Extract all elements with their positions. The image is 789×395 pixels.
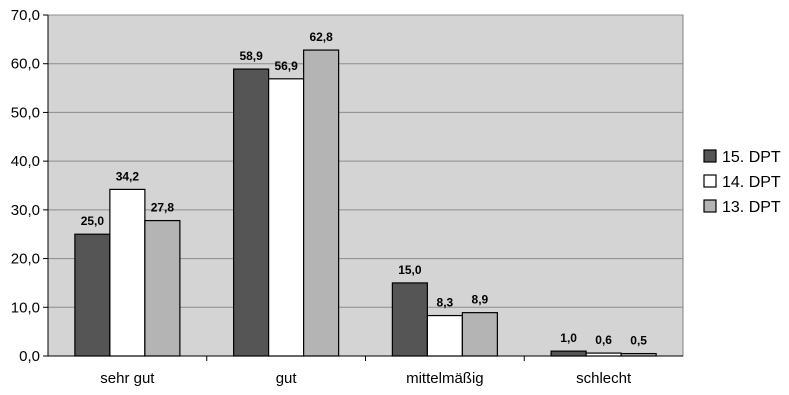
data-label: 0,5 [630, 334, 647, 348]
bar [144, 219, 181, 357]
bar [585, 352, 622, 357]
data-label: 25,0 [81, 214, 105, 228]
legend-label: 14. DPT [722, 174, 781, 191]
data-label: 34,2 [116, 169, 140, 183]
legend-swatch [703, 149, 717, 163]
y-tick-label: 30,0 [11, 202, 40, 219]
y-tick-label: 40,0 [11, 153, 40, 170]
bar [461, 312, 498, 357]
data-label: 8,9 [472, 293, 489, 307]
category-label: mittelmäßig [406, 370, 484, 387]
category-label: schlecht [576, 370, 632, 387]
bar [426, 314, 463, 357]
bar [550, 350, 587, 357]
bar [391, 282, 428, 357]
y-tick-label: 20,0 [11, 251, 40, 268]
legend-swatch [703, 174, 717, 188]
data-label: 1,0 [560, 331, 577, 345]
legend-label: 15. DPT [722, 149, 781, 166]
data-label: 58,9 [239, 49, 263, 63]
legend-label: 13. DPT [722, 199, 781, 216]
data-label: 62,8 [309, 30, 333, 44]
legend-swatch [703, 199, 717, 213]
data-label: 56,9 [274, 59, 298, 73]
data-label: 8,3 [437, 296, 454, 310]
plot-area: 0,0 10,0 20,0 30,0 40,0 50,0 60,0 70,0 25,0 34,2 2… [11, 7, 684, 387]
bar [303, 49, 340, 357]
data-label: 15,0 [398, 263, 422, 277]
bar [74, 233, 111, 357]
data-label: 27,8 [151, 201, 175, 215]
y-tick-label: 10,0 [11, 299, 40, 316]
bar [620, 352, 657, 357]
category-label: gut [276, 370, 298, 387]
y-tick-label: 0,0 [19, 348, 40, 365]
data-label: 0,6 [595, 333, 612, 347]
bar [109, 188, 146, 357]
y-tick-label: 50,0 [11, 104, 40, 121]
bar [233, 68, 270, 357]
category-label: sehr gut [100, 370, 155, 387]
bar [268, 78, 305, 357]
y-tick-label: 60,0 [11, 56, 40, 73]
legend: 15. DPT 14. DPT 13. DPT [703, 149, 781, 216]
y-tick-label: 70,0 [11, 7, 40, 24]
